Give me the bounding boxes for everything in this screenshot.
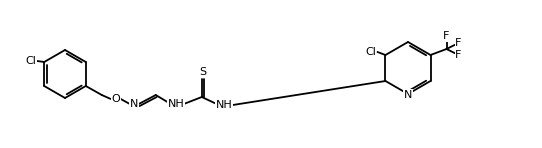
Text: F: F — [443, 31, 450, 41]
Text: Cl: Cl — [26, 56, 37, 66]
Text: O: O — [112, 94, 120, 104]
Text: NH: NH — [215, 100, 232, 110]
Text: N: N — [404, 90, 412, 100]
Text: F: F — [455, 38, 462, 48]
Text: S: S — [199, 67, 207, 77]
Text: N: N — [130, 99, 138, 109]
Text: NH: NH — [167, 99, 184, 109]
Text: Cl: Cl — [365, 47, 376, 57]
Text: F: F — [455, 50, 462, 60]
